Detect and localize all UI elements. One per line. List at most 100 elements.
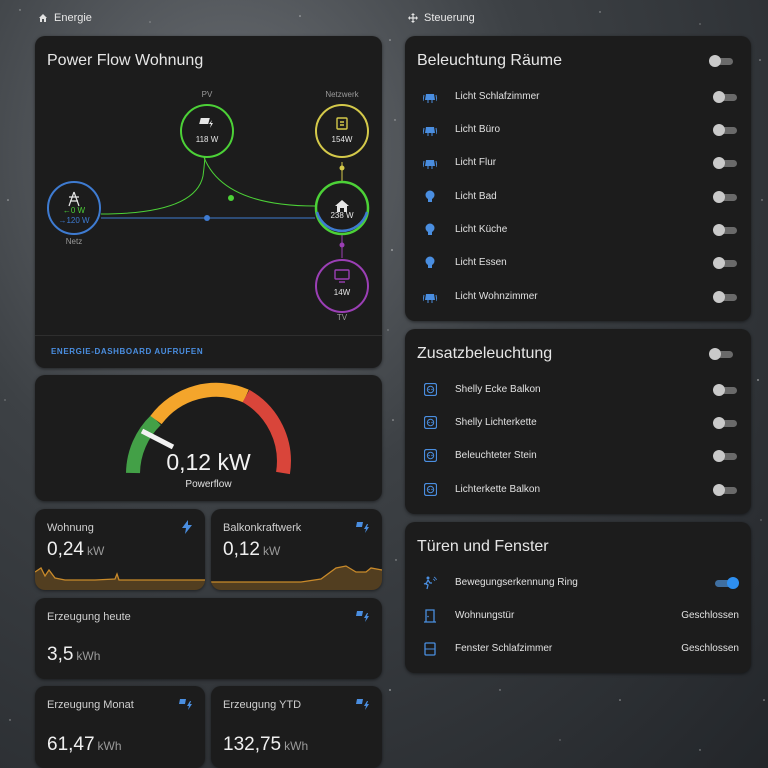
- solar-power-icon: [356, 699, 369, 710]
- home-node-grid-arc: [315, 211, 369, 233]
- home-node-icon: [335, 200, 349, 212]
- socket-label: Shelly Ecke Balkon: [455, 384, 541, 395]
- balkon-value-row: 0,12 kW: [223, 539, 280, 561]
- light-label: Licht Flur: [455, 157, 497, 168]
- power-socket-icon: [417, 416, 443, 429]
- wohnung-value: 0,24: [47, 539, 84, 560]
- light-row[interactable]: Licht Schlafzimmer: [417, 80, 739, 113]
- ceiling-light-icon: [417, 291, 443, 303]
- window-state: Geschlossen: [681, 643, 739, 654]
- light-label: Licht Wohnzimmer: [455, 291, 538, 302]
- heute-value: 3,5: [47, 644, 74, 665]
- light-toggle[interactable]: [713, 123, 739, 136]
- light-toggle[interactable]: [713, 190, 739, 203]
- socket-row[interactable]: Shelly Lichterkette: [417, 406, 739, 439]
- tv-node: [315, 259, 369, 313]
- ytd-unit: kWh: [284, 739, 309, 753]
- window-row[interactable]: Fenster Schlafzimmer Geschlossen: [417, 632, 739, 665]
- pv-netz-line: [100, 140, 206, 215]
- pv-node: [180, 104, 234, 158]
- power-socket-icon: [417, 449, 443, 462]
- zusatz-master-toggle[interactable]: [709, 348, 735, 360]
- motion-label: Bewegungserkennung Ring: [455, 577, 578, 588]
- tv-label: TV: [336, 313, 348, 322]
- window-closed-icon: [417, 641, 443, 656]
- tv-flow-dot: [339, 242, 345, 248]
- energie-title-text: Energie: [54, 12, 92, 24]
- balkon-sparkline: [211, 565, 382, 590]
- ytd-value-row: 132,75 kWh: [223, 734, 308, 756]
- socket-row[interactable]: Lichterkette Balkon: [417, 473, 739, 506]
- bulb-icon: [417, 190, 443, 203]
- netz-node: [47, 181, 101, 235]
- power-flow-title: Power Flow Wohnung: [47, 52, 204, 69]
- light-row[interactable]: Licht Küche: [417, 213, 739, 246]
- netz-import-value: ←0 W: [62, 206, 86, 215]
- light-row[interactable]: Licht Flur: [417, 146, 739, 179]
- power-flow-card: Power Flow Wohnung: [35, 36, 382, 368]
- monat-value: 61,47: [47, 734, 95, 755]
- wohnung-label: Wohnung: [47, 522, 94, 534]
- energy-dashboard-link[interactable]: ENERGIE-DASHBOARD AUFRUFEN: [51, 347, 204, 356]
- powerflow-gauge: [126, 382, 291, 475]
- flash-icon: [182, 520, 192, 534]
- gauge-card: 0,12 kW Powerflow: [35, 375, 382, 501]
- socket-label: Shelly Lichterkette: [455, 417, 537, 428]
- socket-toggle[interactable]: [713, 383, 739, 396]
- balkon-value: 0,12: [223, 539, 260, 560]
- monat-label: Erzeugung Monat: [47, 699, 134, 711]
- motion-toggle[interactable]: [713, 576, 739, 589]
- pv-home-line: [200, 147, 316, 207]
- balkon-unit: kW: [262, 544, 281, 558]
- steuerung-title-text: Steuerung: [424, 12, 475, 24]
- light-toggle[interactable]: [713, 90, 739, 103]
- wohnung-card[interactable]: Wohnung 0,24 kW: [35, 509, 205, 590]
- motion-row[interactable]: Bewegungserkennung Ring: [417, 566, 739, 599]
- ceiling-light-icon: [417, 157, 443, 169]
- beleuchtung-card: Beleuchtung Räume Licht Schlafzimmer Lic…: [405, 36, 751, 321]
- door-state: Geschlossen: [681, 610, 739, 621]
- wohnung-value-row: 0,24 kW: [47, 539, 104, 561]
- ytd-label: Erzeugung YTD: [223, 699, 302, 711]
- erzeugung-ytd-card[interactable]: Erzeugung YTD 132,75 kWh: [211, 686, 382, 768]
- home-value: 238 W: [330, 211, 354, 220]
- socket-toggle[interactable]: [713, 483, 739, 496]
- move-icon: [408, 13, 418, 23]
- solar-power-icon: [179, 699, 192, 710]
- pv-value: 118 W: [195, 135, 219, 144]
- grid-flow-dot: [339, 165, 345, 171]
- door-row[interactable]: Wohnungstür Geschlossen: [417, 599, 739, 632]
- balkonkraftwerk-card[interactable]: Balkonkraftwerk 0,12 kW: [211, 509, 382, 590]
- socket-toggle[interactable]: [713, 416, 739, 429]
- grid-node-value: 154W: [331, 135, 353, 144]
- gauge-label: Powerflow: [185, 479, 232, 490]
- netz-label: Netz: [65, 237, 83, 246]
- light-toggle[interactable]: [713, 290, 739, 303]
- pv-label: PV: [201, 90, 213, 99]
- beleuchtung-master-toggle[interactable]: [709, 55, 735, 67]
- zusatzbeleuchtung-card: Zusatzbeleuchtung Shelly Ecke Balkon She…: [405, 329, 751, 514]
- light-toggle[interactable]: [713, 256, 739, 269]
- netz-export-value: →120 W: [58, 216, 90, 225]
- door-closed-icon: [417, 608, 443, 623]
- light-row[interactable]: Licht Bad: [417, 180, 739, 213]
- power-flow-diagram: [47, 104, 370, 313]
- light-row[interactable]: Licht Wohnzimmer: [417, 280, 739, 313]
- erzeugung-heute-card[interactable]: Erzeugung heute 3,5 kWh: [35, 598, 382, 679]
- gauge-green-segment: [126, 414, 162, 474]
- transmission-tower-icon: [68, 191, 80, 207]
- light-row[interactable]: Licht Büro: [417, 113, 739, 146]
- light-toggle[interactable]: [713, 156, 739, 169]
- tv-icon: [334, 269, 350, 283]
- light-toggle[interactable]: [713, 223, 739, 236]
- socket-row[interactable]: Shelly Ecke Balkon: [417, 373, 739, 406]
- erzeugung-monat-card[interactable]: Erzeugung Monat 61,47 kWh: [35, 686, 205, 768]
- socket-row[interactable]: Beleuchteter Stein: [417, 439, 739, 472]
- gauge-value: 0,12 kW: [166, 449, 251, 475]
- light-row[interactable]: Licht Essen: [417, 246, 739, 279]
- gauge-needle: [140, 428, 175, 450]
- socket-toggle[interactable]: [713, 449, 739, 462]
- heute-value-row: 3,5 kWh: [47, 644, 100, 666]
- home-icon: [39, 14, 47, 22]
- netz-flow-dot: [204, 215, 210, 221]
